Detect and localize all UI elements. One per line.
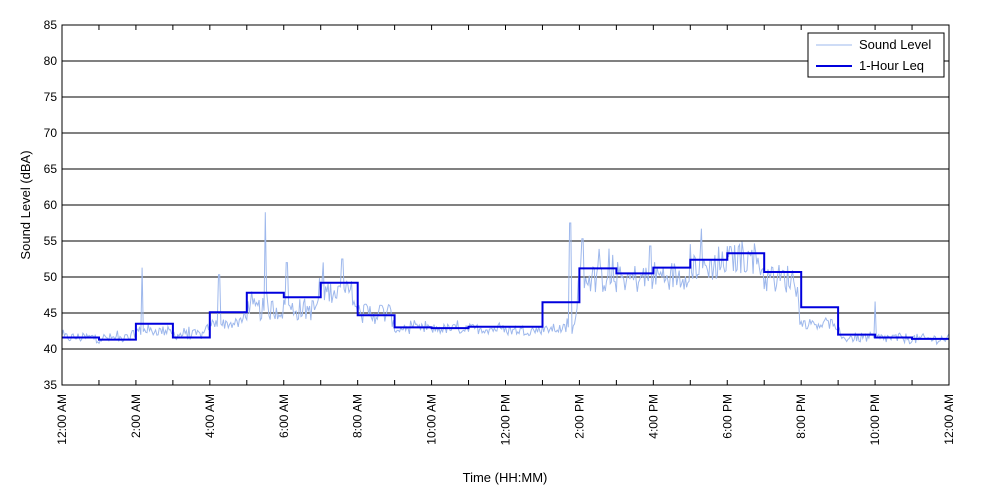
x-tick-label: 12:00 AM xyxy=(55,394,69,445)
y-tick-label: 70 xyxy=(44,126,58,140)
x-tick-label: 6:00 AM xyxy=(277,394,291,438)
legend-box xyxy=(807,32,945,78)
y-tick-label: 85 xyxy=(44,18,58,32)
x-tick-label: 12:00 AM xyxy=(942,394,956,445)
y-tick-label: 60 xyxy=(44,198,58,212)
x-tick-label: 4:00 PM xyxy=(646,394,660,439)
legend-label-sound-level: Sound Level xyxy=(859,37,931,52)
x-tick-label: 10:00 PM xyxy=(868,394,882,445)
x-tick-label: 2:00 PM xyxy=(572,394,586,439)
y-tick-label: 75 xyxy=(44,90,58,104)
x-tick-label: 2:00 AM xyxy=(129,394,143,438)
x-tick-label: 8:00 AM xyxy=(351,394,365,438)
series-area xyxy=(61,212,950,346)
x-tick-label: 8:00 PM xyxy=(794,394,808,439)
x-tick-label: 10:00 AM xyxy=(425,394,439,445)
y-tick-label: 55 xyxy=(44,234,58,248)
series-1-hour-leq-line xyxy=(62,252,949,341)
legend-label-1-hour-leq: 1-Hour Leq xyxy=(859,58,924,73)
y-axis-ticks: 35 40 45 50 55 60 65 70 75 80 85 xyxy=(44,18,949,392)
y-tick-label: 35 xyxy=(44,378,58,392)
x-axis-title: Time (HH:MM) xyxy=(463,470,548,485)
x-tick-label: 12:00 PM xyxy=(499,394,513,445)
grid-lines xyxy=(62,60,949,350)
x-axis-ticks: 12:00 AM 2:00 AM 4:00 AM 6:00 AM 8:00 AM 10:0… xyxy=(55,25,956,445)
y-tick-label: 50 xyxy=(44,270,58,284)
y-tick-label: 45 xyxy=(44,306,58,320)
y-tick-label: 40 xyxy=(44,342,58,356)
legend: Sound Level 1-Hour Leq xyxy=(807,32,945,78)
x-tick-label: 6:00 PM xyxy=(720,394,734,439)
y-axis-title: Sound Level (dBA) xyxy=(18,150,33,259)
y-tick-label: 65 xyxy=(44,162,58,176)
y-tick-label: 80 xyxy=(44,54,58,68)
x-tick-label: 4:00 AM xyxy=(203,394,217,438)
